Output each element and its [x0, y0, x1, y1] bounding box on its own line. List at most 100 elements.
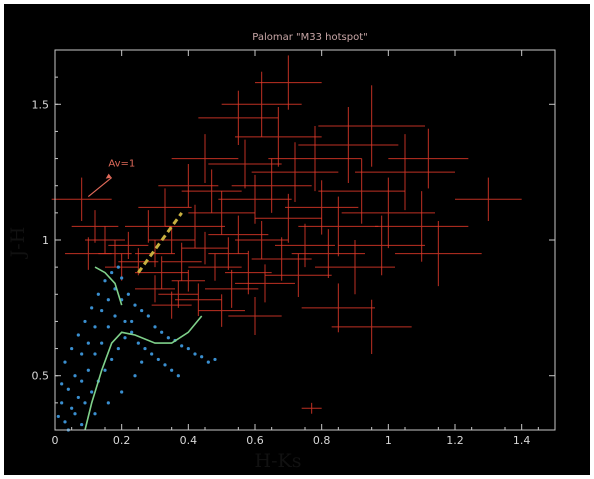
red-point-59 [331, 299, 412, 354]
red-point-51 [255, 55, 322, 110]
blue-point-41 [63, 420, 67, 424]
blue-point-38 [176, 374, 180, 378]
x-axis-label: H-Ks [255, 450, 302, 472]
red-point-63 [135, 275, 175, 303]
blue-point-53 [130, 319, 134, 324]
blue-point-54 [80, 352, 84, 356]
red-point-3 [161, 242, 202, 281]
blue-point-47 [90, 390, 94, 394]
blue-point-18 [110, 270, 114, 275]
x-tick-label-2: 0.4 [180, 434, 198, 447]
red-point-53 [151, 291, 192, 319]
red-point-25 [341, 177, 435, 249]
red-point-41 [338, 215, 425, 276]
red-point-6 [181, 231, 229, 265]
blue-point-13 [113, 314, 117, 318]
intrinsic-track-line-3 [94, 266, 123, 306]
red-point-61 [228, 297, 282, 335]
blue-point-23 [146, 314, 150, 318]
blue-point-44 [60, 382, 64, 386]
blue-point-4 [80, 379, 84, 383]
red-point-47 [65, 237, 112, 270]
blue-point-69 [140, 360, 144, 364]
blue-point-24 [130, 330, 134, 334]
red-point-55 [395, 221, 482, 287]
blue-point-3 [63, 360, 67, 364]
blue-point-6 [70, 346, 74, 351]
red-point-60 [301, 283, 375, 333]
reddening-vector-line [137, 212, 183, 274]
blue-point-17 [126, 292, 130, 296]
blue-point-58 [106, 298, 110, 302]
red-point-15 [251, 237, 312, 281]
blue-point-29 [166, 336, 170, 340]
blue-point-20 [116, 265, 120, 269]
blue-point-51 [116, 346, 120, 351]
annotation-label: Av=1 [108, 159, 135, 170]
y-tick-label-2: 1.5 [32, 98, 50, 111]
blue-point-28 [143, 346, 147, 351]
blue-point-19 [133, 303, 137, 307]
blue-point-10 [83, 319, 87, 324]
blue-point-27 [160, 330, 164, 334]
blue-point-57 [100, 308, 104, 313]
red-point-58 [301, 402, 322, 414]
red-point-37 [235, 107, 322, 167]
red-point-12 [218, 174, 292, 224]
intrinsic-track-line-2 [84, 315, 203, 431]
blue-point-22 [123, 319, 127, 324]
blue-point-9 [100, 341, 104, 345]
red-point-46 [51, 177, 112, 221]
x-tick-label-3: 0.6 [246, 434, 264, 447]
y-tick-label-1: 1 [42, 234, 49, 247]
x-tick-label-1: 0.2 [113, 434, 131, 447]
red-point-38 [265, 253, 332, 297]
red-point-35 [208, 139, 282, 189]
red-point-10 [208, 215, 269, 254]
blue-point-60 [120, 276, 124, 280]
blue-point-21 [140, 308, 144, 313]
x-tick-label-6: 1.2 [446, 434, 464, 447]
blue-point-2 [73, 374, 77, 378]
blue-point-14 [96, 292, 100, 296]
red-point-17 [251, 142, 339, 202]
red-point-21 [298, 196, 379, 257]
red-point-9 [208, 237, 249, 270]
blue-point-11 [106, 325, 110, 329]
red-point-57 [455, 177, 522, 221]
red-point-5 [165, 204, 225, 249]
blue-point-64 [80, 422, 84, 427]
blue-point-34 [163, 363, 167, 367]
blue-point-5 [86, 368, 90, 372]
red-point-62 [198, 294, 245, 327]
red-point-39 [291, 229, 365, 278]
x-tick-label-5: 1 [385, 434, 392, 447]
red-point-2 [148, 226, 195, 254]
blue-point-36 [170, 368, 174, 372]
blue-point-50 [110, 357, 114, 362]
red-point-45 [71, 210, 119, 243]
blue-point-25 [153, 325, 157, 329]
blue-point-66 [106, 401, 110, 405]
red-point-31 [158, 280, 199, 308]
red-point-4 [171, 269, 205, 292]
blue-point-40 [56, 414, 60, 419]
blue-point-46 [83, 401, 87, 405]
blue-point-12 [90, 306, 94, 310]
blue-point-42 [70, 406, 74, 410]
blue-point-61 [206, 360, 210, 364]
red-point-42 [105, 253, 139, 281]
blue-point-35 [186, 346, 190, 351]
red-point-16 [255, 193, 322, 243]
red-point-30 [138, 188, 192, 227]
blue-point-49 [103, 368, 107, 372]
red-point-8 [188, 191, 255, 235]
red-point-44 [85, 226, 125, 254]
x-tick-label-7: 1.4 [513, 434, 531, 447]
red-point-54 [375, 191, 469, 262]
blue-point-8 [76, 333, 80, 337]
red-point-22 [298, 107, 399, 183]
blue-point-62 [213, 357, 217, 362]
blue-point-68 [133, 374, 137, 378]
red-point-0 [135, 240, 175, 268]
